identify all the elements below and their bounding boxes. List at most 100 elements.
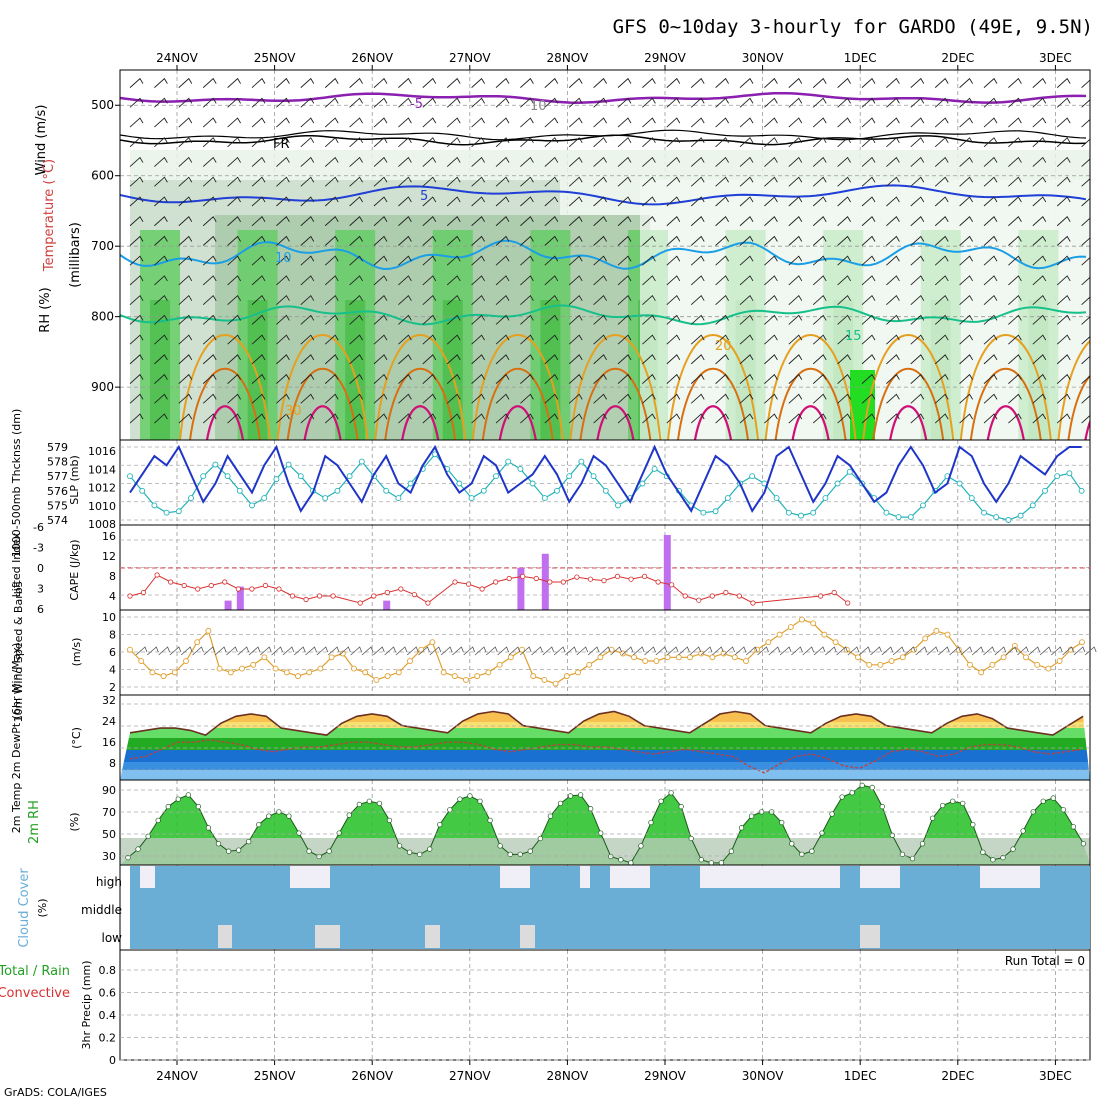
wind-barb (959, 137, 973, 148)
wind-barb (934, 413, 949, 424)
cloud-low-gap (218, 925, 232, 948)
wind-barb (886, 314, 900, 325)
temp-contour-10 (120, 239, 1087, 271)
wind-barb (251, 156, 266, 167)
wind-barb (642, 275, 656, 286)
wind-barb (861, 117, 876, 128)
wind-barb (764, 176, 778, 187)
wind10-barb (418, 646, 430, 656)
wind-barb (983, 334, 998, 345)
thickness-series-point (273, 476, 280, 483)
wind-barb (300, 176, 315, 187)
lifted-index-point (587, 576, 594, 582)
wind-barb (520, 196, 534, 207)
contour-label: 20 (715, 339, 732, 354)
wind10-barb (350, 646, 363, 656)
wind10-series-point (451, 673, 458, 680)
wind-barb (178, 176, 193, 187)
wind10-barb (757, 646, 769, 656)
wind-barb (178, 156, 193, 167)
wind-barb (202, 77, 217, 88)
wind-barb (251, 176, 266, 187)
wind-barb (373, 77, 388, 88)
wind-barb (593, 97, 607, 108)
wind-barb (910, 235, 925, 246)
wind-barb (934, 97, 949, 108)
wind-barb (349, 373, 363, 384)
rh2m-tick-label: 30 (102, 850, 116, 863)
lifted-index-point (249, 586, 255, 592)
wind-barb (276, 334, 290, 345)
wind10-barb (248, 646, 261, 656)
wind10-barb (666, 646, 679, 656)
wind-barb (739, 176, 754, 187)
rh2m-point (225, 848, 232, 854)
wind-barb (1081, 158, 1090, 167)
wind-barb (349, 354, 363, 365)
wind-barb (983, 354, 998, 365)
wind-barb (227, 97, 241, 108)
rh2m-point (366, 798, 373, 804)
date-label-bottom: 25NOV (254, 1069, 296, 1083)
wind10-series-point (261, 654, 268, 661)
wind-barb (1008, 77, 1022, 88)
rh2m-point (306, 848, 312, 854)
wind-barb (568, 393, 583, 404)
wind-barb (1081, 138, 1090, 148)
wind-barb (690, 373, 705, 384)
cloud-high-gap (860, 866, 900, 888)
cape-bar (236, 586, 244, 610)
wind-barb (934, 196, 949, 207)
wind-barb (568, 137, 583, 148)
temp-contour-20 (764, 334, 857, 440)
wind-barb (788, 334, 803, 345)
wind10-barb (395, 646, 408, 656)
wind-barb (324, 413, 339, 424)
wind-barb (300, 216, 315, 227)
rh2m-point (286, 813, 292, 819)
wind-barb (544, 314, 559, 325)
thickness-tick-label: 574 (47, 514, 68, 527)
wind-barb (983, 235, 998, 246)
wind-barb (715, 334, 729, 345)
wind10-series-point (586, 661, 593, 668)
rh2m-point (547, 813, 554, 819)
wind-barb (837, 137, 851, 148)
wind-barb (1081, 178, 1090, 187)
wind-barb (373, 393, 388, 404)
rh2m-point (950, 798, 956, 804)
temp2m-tick-label: 24 (102, 715, 116, 728)
wind10-series-point (944, 631, 951, 638)
wind-barb (178, 235, 193, 246)
wind-barb (934, 354, 949, 365)
wind10-series-point (563, 673, 570, 680)
contour-label: 30 (285, 404, 302, 419)
wind-barb (837, 77, 851, 88)
wind-barb (983, 137, 998, 148)
rh2m-tick-label: 90 (102, 784, 116, 797)
wind10-series-point (395, 669, 402, 676)
wind-barb (739, 117, 754, 128)
wind-barb (495, 354, 510, 365)
wind-barb (934, 137, 949, 148)
wind-barb (959, 235, 973, 246)
date-label-bottom: 24NOV (156, 1069, 198, 1083)
wind10-series-point (328, 654, 335, 661)
wind-barb (1032, 334, 1047, 345)
li-tick-label: -3 (33, 542, 44, 555)
wind-barb (349, 393, 363, 404)
wind-barb (129, 176, 144, 187)
wind-barb (544, 354, 559, 365)
wind-barb (812, 294, 827, 306)
wind-barb (202, 137, 217, 148)
rh2m-point (849, 790, 855, 796)
wind-barb (227, 294, 241, 306)
thickness-series-point (1054, 473, 1061, 480)
wind-barb (934, 156, 949, 167)
wind-barb (934, 275, 949, 286)
wind-barb (983, 255, 998, 266)
wind10-series-point (709, 654, 716, 661)
wind10-series-point (821, 631, 828, 638)
wind-barb (690, 255, 705, 266)
wind-barb (593, 235, 607, 246)
